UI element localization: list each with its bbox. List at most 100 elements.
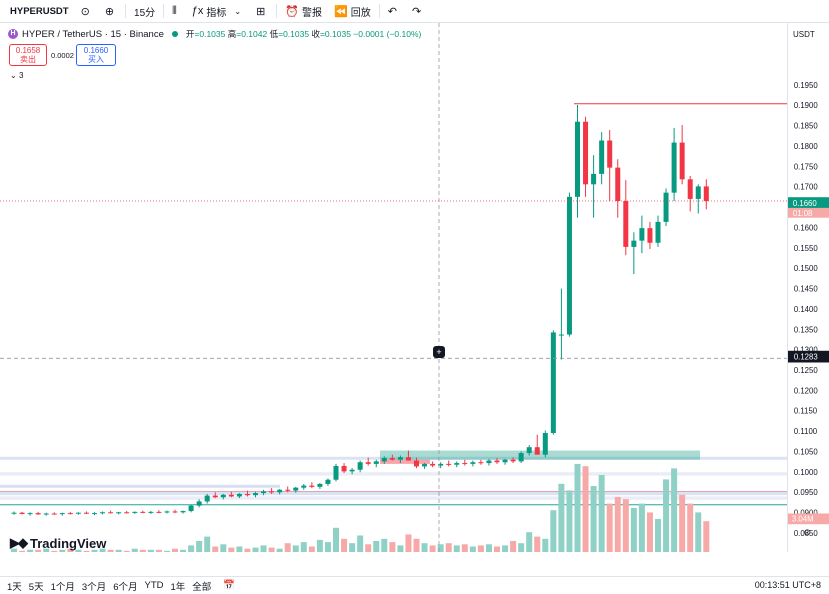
candle-body xyxy=(75,512,81,514)
range-all[interactable]: 全部 xyxy=(192,581,212,593)
candle-body xyxy=(148,511,154,513)
chart-type-button[interactable]: ⫴ xyxy=(166,0,186,22)
undo-button[interactable]: ↶ xyxy=(382,0,406,22)
candle-body xyxy=(430,463,436,466)
price-tick-label: 0.0850 xyxy=(794,529,819,538)
volume-bar xyxy=(115,549,122,552)
volume-bar xyxy=(526,532,533,552)
candle-body xyxy=(196,501,202,506)
volume-bar xyxy=(679,494,686,552)
candle-body xyxy=(325,479,331,484)
symbol-settings-button[interactable]: ⊙ xyxy=(75,0,99,22)
alarm-icon: ⏰ xyxy=(285,5,300,18)
price-scale[interactable]: 0.1950 0.1900 0.1850 0.1800 0.1750 0.1700 0.16… xyxy=(787,23,829,552)
indicators-label: 指标 xyxy=(206,7,227,19)
price-tick-label: 0.1400 xyxy=(794,305,819,314)
range-1y[interactable]: 1年 xyxy=(170,581,186,593)
volume-bar xyxy=(284,543,291,552)
candle-body xyxy=(261,491,267,494)
volume-bar xyxy=(260,545,267,552)
compare-symbol-button[interactable]: ⊕ xyxy=(99,0,123,22)
tv-mark-icon: ▶◆ xyxy=(10,535,28,550)
range-3m[interactable]: 3个月 xyxy=(81,581,107,593)
volume-bar xyxy=(172,548,178,552)
volume-bar xyxy=(244,548,251,552)
low-value: =0.1035 xyxy=(278,29,310,39)
candle-body xyxy=(486,460,492,464)
volume-bar xyxy=(630,508,637,552)
candle-body xyxy=(92,513,97,515)
price-tick-label: 0.1550 xyxy=(794,244,819,253)
indicators-button[interactable]: ƒx 指标 ⌄ xyxy=(186,0,250,22)
alerts-button[interactable]: ⏰ 警报 xyxy=(279,0,328,22)
close-value: =0.1035 −0.0001 (−0.10%) xyxy=(319,29,422,39)
range-box-top xyxy=(380,450,700,460)
crosshair-plus-icon[interactable]: + xyxy=(433,346,445,358)
candle-body xyxy=(373,461,379,464)
range-1m[interactable]: 1个月 xyxy=(50,581,75,593)
candle-body xyxy=(679,142,685,180)
range-5d[interactable]: 5天 xyxy=(28,581,44,593)
sell-button[interactable]: 0.1658 卖出 xyxy=(9,44,47,66)
candle-body xyxy=(703,186,709,202)
toolbar-divider xyxy=(378,4,380,18)
volume-bar xyxy=(582,466,589,552)
price-tick-label: 0.1850 xyxy=(794,122,819,131)
buy-price: 0.1660 xyxy=(83,46,109,55)
candle-body xyxy=(269,491,275,493)
range-6m[interactable]: 6个月 xyxy=(113,581,138,593)
volume-bar xyxy=(123,550,130,552)
volume-bar xyxy=(494,546,500,552)
volume-bar xyxy=(437,544,444,552)
volume-bar xyxy=(381,538,388,552)
volume-bar xyxy=(292,545,299,552)
volume-bar xyxy=(51,550,58,552)
legend-title[interactable]: HYPER / TetherUS · 15 · Binance xyxy=(22,28,164,40)
volume-bar xyxy=(131,548,138,552)
volume-bar xyxy=(212,546,219,552)
candle-body xyxy=(188,505,194,512)
volume-bar xyxy=(91,549,98,552)
price-chart[interactable]: 04:0005:0006:0007:0008:0009:0010:0011:00… xyxy=(0,23,787,552)
candle-body xyxy=(83,512,89,514)
candle-body xyxy=(591,173,597,185)
volume-bar xyxy=(558,483,565,552)
volume-bar xyxy=(542,538,549,552)
sell-price: 0.1658 xyxy=(15,46,41,55)
candle-body xyxy=(108,512,114,514)
date-range-icon[interactable]: 📅 xyxy=(223,580,236,591)
price-tick-label: 0.1800 xyxy=(794,142,819,151)
crosshair-price-badge xyxy=(788,350,829,363)
range-1d[interactable]: 1天 xyxy=(7,581,22,593)
candle-body xyxy=(180,511,186,513)
candle-body xyxy=(333,465,339,480)
volume-bar xyxy=(324,542,331,552)
candle-body xyxy=(301,485,307,488)
candle-body xyxy=(397,457,403,460)
volume-bar xyxy=(300,542,307,552)
candle-body xyxy=(293,487,299,491)
volume-bar xyxy=(477,545,484,552)
price-tick-label: 0.1750 xyxy=(794,162,819,171)
candle-body xyxy=(51,513,57,515)
volume-bar xyxy=(155,549,162,552)
candle-body xyxy=(228,494,234,497)
replay-button[interactable]: ⏪ 回放 xyxy=(328,0,377,22)
clock[interactable]: 00:13:51 UTC+8 xyxy=(754,580,821,590)
buy-button[interactable]: 0.1660 买入 xyxy=(76,44,116,66)
range-ytd[interactable]: YTD xyxy=(144,580,164,591)
volume-bar xyxy=(485,544,492,552)
tradingview-logo[interactable]: ▶◆ TradingView xyxy=(10,535,106,551)
layouts-button[interactable]: ⊞ xyxy=(250,0,274,22)
redo-button[interactable]: ↷ xyxy=(406,0,430,22)
currency-label[interactable]: USDT xyxy=(793,30,815,39)
volume-bar xyxy=(671,468,678,552)
interval-button[interactable]: 15分 xyxy=(128,0,161,22)
volume-bar xyxy=(614,497,621,552)
price-tick-label: 0.1450 xyxy=(794,285,819,294)
candle-body xyxy=(671,142,677,193)
indicators-collapse-toggle[interactable]: ⌄ 3 xyxy=(10,71,23,80)
candle-body xyxy=(462,463,468,465)
high-label: 高 xyxy=(227,29,237,39)
symbol-search-button[interactable]: HYPERUSDT xyxy=(0,0,75,22)
